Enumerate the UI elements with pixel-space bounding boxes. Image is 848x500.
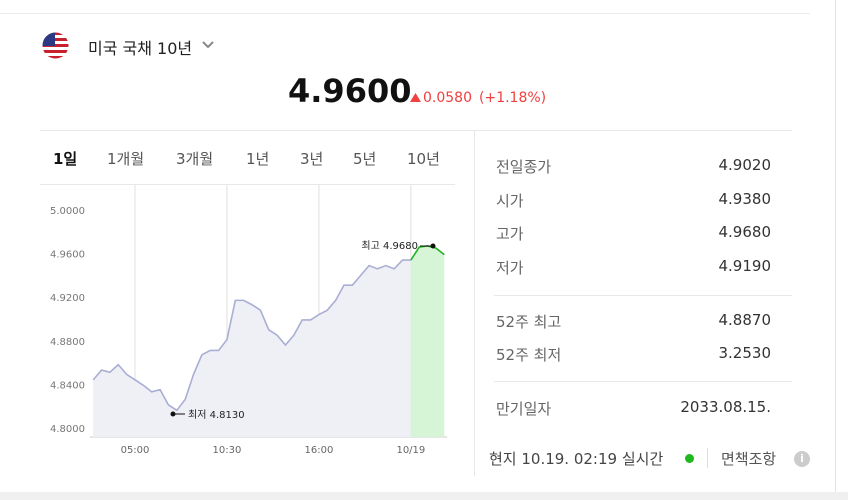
x-tick-label: 16:00	[305, 445, 334, 456]
annotation: 최저 4.8130	[188, 409, 245, 421]
y-tick-label: 4.9600	[50, 250, 85, 261]
tab[interactable]: 3년	[300, 150, 324, 168]
stat-value: 4.9680	[718, 223, 772, 241]
price: 4.9600	[288, 72, 412, 110]
stat-label: 고가	[496, 225, 524, 243]
stat-value: 4.8870	[718, 311, 772, 329]
stat-label: 전일종가	[496, 158, 552, 176]
tab[interactable]: 3개월	[176, 150, 214, 168]
info-icon[interactable]: i	[794, 451, 810, 467]
x-tick-label: 10/19	[396, 445, 425, 456]
stat-label: 52주 최고	[496, 313, 562, 331]
chart: 4.8000 4.8400 4.8800 4.9200 4.9600 5.0000 05:0…	[50, 185, 447, 456]
tab[interactable]: 1일	[53, 150, 78, 168]
disclaimer[interactable]: 면책조항	[721, 450, 777, 468]
x-tick-label: 10:30	[213, 445, 242, 456]
change-pct: (+1.18%)	[479, 90, 547, 106]
y-tick-label: 4.9200	[50, 293, 85, 304]
stat-label: 저가	[496, 259, 524, 277]
y-tick-label: 4.8800	[50, 337, 85, 348]
tab[interactable]: 1개월	[107, 150, 145, 168]
footer-time: 현지 10.19. 02:19 실시간	[489, 450, 664, 468]
divider	[40, 130, 792, 131]
tab[interactable]: 5년	[353, 150, 377, 168]
tab[interactable]: 10년	[407, 150, 440, 168]
flag-icon	[42, 32, 69, 59]
y-tick-label: 4.8000	[50, 424, 85, 435]
stat-divider	[494, 295, 792, 296]
side-border	[835, 0, 836, 500]
x-tick-label: 05:00	[121, 445, 150, 456]
stat-value: 3.2530	[718, 344, 772, 362]
top-border	[0, 13, 810, 14]
y-tick-label: 5.0000	[50, 206, 85, 217]
footer-sep	[707, 448, 708, 468]
bottom-band	[0, 492, 848, 500]
stat-value: 2033.08.15.	[680, 398, 771, 416]
line	[92, 259, 411, 412]
stat-value: 4.9020	[718, 156, 772, 174]
stat-label: 만기일자	[496, 400, 552, 418]
annotation: 최고 4.9680	[361, 240, 418, 252]
area	[93, 260, 411, 437]
up-arrow	[410, 93, 421, 102]
stat-divider	[494, 381, 792, 382]
title: 미국 국채 10년	[88, 39, 193, 58]
area	[410, 245, 445, 437]
change: 0.0580	[423, 90, 472, 106]
chevron[interactable]	[201, 40, 215, 50]
tab-divider	[40, 184, 455, 185]
tab[interactable]: 1년	[246, 150, 270, 168]
live-dot	[685, 454, 694, 463]
vertical-divider	[474, 131, 475, 476]
stat-label: 시가	[496, 192, 524, 210]
stat-value: 4.9380	[718, 190, 772, 208]
stat-label: 52주 최저	[496, 346, 562, 364]
y-tick-label: 4.8400	[50, 380, 85, 391]
stat-value: 4.9190	[718, 257, 772, 275]
